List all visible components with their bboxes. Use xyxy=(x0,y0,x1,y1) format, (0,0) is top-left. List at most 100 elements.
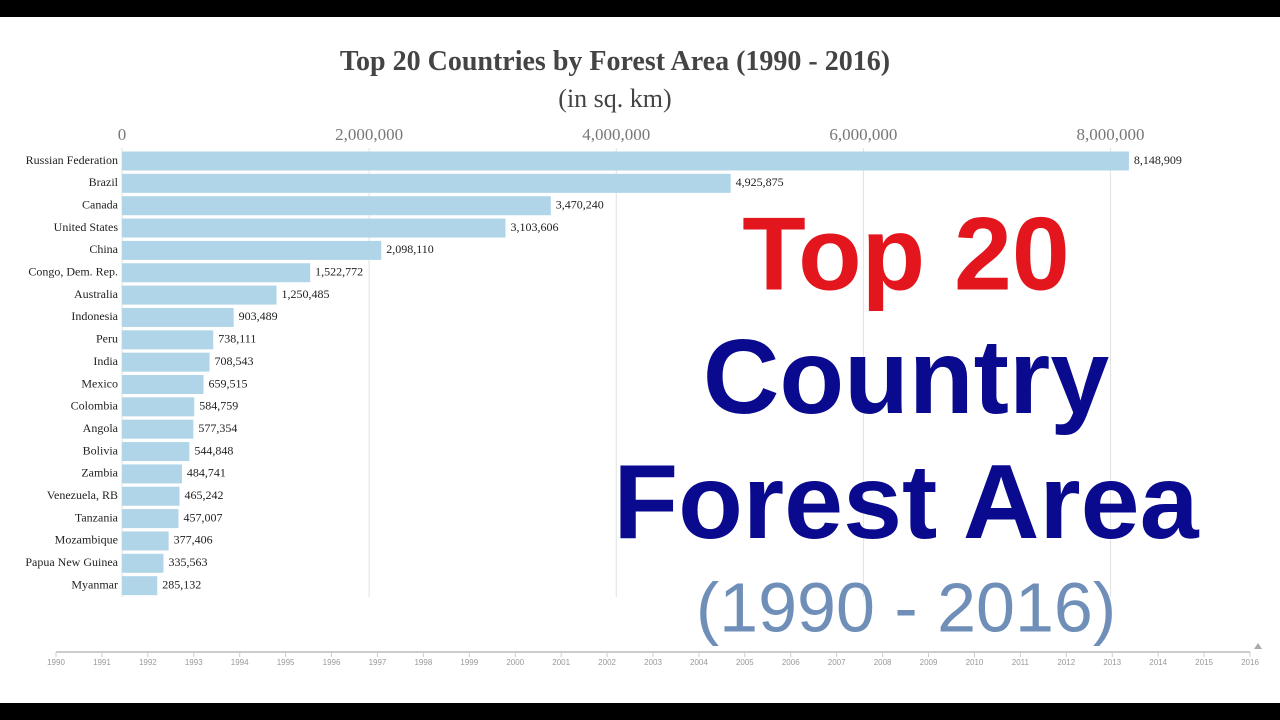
y-tick-label: Zambia xyxy=(81,466,118,480)
overlay-text: Forest Area xyxy=(613,443,1199,561)
timeline-label: 2011 xyxy=(1012,658,1030,667)
timeline-label: 1992 xyxy=(139,658,157,667)
bar xyxy=(122,330,214,350)
bar xyxy=(122,397,195,417)
value-label: 3,470,240 xyxy=(556,197,604,211)
timeline-label: 2002 xyxy=(598,658,616,667)
bar xyxy=(122,486,180,506)
value-label: 457,007 xyxy=(183,510,222,524)
bar xyxy=(122,509,179,529)
timeline-label: 1998 xyxy=(414,658,432,667)
timeline-label: 2009 xyxy=(920,658,938,667)
timeline-label: 2004 xyxy=(690,658,708,667)
timeline-label: 1995 xyxy=(277,658,295,667)
bar xyxy=(122,419,194,439)
y-tick-label: Tanzania xyxy=(75,510,119,524)
timeline-label: 2008 xyxy=(874,658,892,667)
y-tick-label: Mozambique xyxy=(55,533,118,547)
y-tick-label: India xyxy=(93,354,118,368)
value-label: 1,250,485 xyxy=(282,287,330,301)
value-label: 1,522,772 xyxy=(315,265,363,279)
x-tick-label: 2,000,000 xyxy=(335,125,403,144)
bar xyxy=(122,263,311,283)
y-tick-label: Congo, Dem. Rep. xyxy=(28,265,118,279)
value-label: 2,098,110 xyxy=(386,242,434,256)
value-label: 3,103,606 xyxy=(511,220,559,234)
x-tick-label: 8,000,000 xyxy=(1077,125,1145,144)
timeline-label: 1993 xyxy=(185,658,203,667)
timeline-label: 1991 xyxy=(93,658,111,667)
bar xyxy=(122,307,234,327)
timeline-label: 2013 xyxy=(1103,658,1121,667)
y-tick-label: Myanmar xyxy=(71,577,118,591)
y-tick-label: Colombia xyxy=(71,399,119,413)
value-label: 584,759 xyxy=(199,399,238,413)
y-tick-label: Angola xyxy=(83,421,119,435)
value-label: 708,543 xyxy=(215,354,254,368)
timeline-label: 2007 xyxy=(828,658,846,667)
y-tick-label: Bolivia xyxy=(83,443,119,457)
y-tick-label: Canada xyxy=(82,197,119,211)
timeline-label: 1999 xyxy=(460,658,478,667)
timeline-label: 2014 xyxy=(1149,658,1167,667)
y-tick-label: Mexico xyxy=(81,376,118,390)
background xyxy=(0,17,1280,703)
timeline-label: 1997 xyxy=(369,658,387,667)
timeline-label: 2001 xyxy=(552,658,570,667)
bar xyxy=(122,352,210,372)
value-label: 659,515 xyxy=(208,376,247,390)
value-label: 544,848 xyxy=(194,443,233,457)
chart-subtitle: (in sq. km) xyxy=(558,84,671,113)
bar xyxy=(122,173,731,193)
value-label: 903,489 xyxy=(239,309,278,323)
timeline-label: 2012 xyxy=(1057,658,1075,667)
bar xyxy=(122,464,182,484)
y-tick-label: Papua New Guinea xyxy=(25,555,118,569)
bar xyxy=(122,531,169,551)
y-tick-label: Indonesia xyxy=(71,309,118,323)
value-label: 8,148,909 xyxy=(1134,153,1182,167)
timeline-label: 2010 xyxy=(966,658,984,667)
y-tick-label: United States xyxy=(54,220,119,234)
timeline-label: 2000 xyxy=(506,658,524,667)
overlay-text: (1990 - 2016) xyxy=(696,568,1116,646)
value-label: 484,741 xyxy=(187,466,226,480)
x-tick-label: 0 xyxy=(118,125,127,144)
value-label: 285,132 xyxy=(162,577,201,591)
y-tick-label: Australia xyxy=(74,287,119,301)
timeline-label: 2006 xyxy=(782,658,800,667)
bar xyxy=(122,196,551,216)
overlay-text: Country xyxy=(703,318,1109,436)
y-tick-label: China xyxy=(89,242,118,256)
bar xyxy=(122,151,1129,171)
x-tick-label: 4,000,000 xyxy=(582,125,650,144)
timeline-label: 1994 xyxy=(231,658,249,667)
bar xyxy=(122,375,204,394)
y-tick-label: Peru xyxy=(96,332,118,346)
value-label: 465,242 xyxy=(184,488,223,502)
bar xyxy=(122,553,164,573)
bar xyxy=(122,576,158,596)
chart-title: Top 20 Countries by Forest Area (1990 - … xyxy=(340,46,890,77)
value-label: 738,111 xyxy=(218,332,256,346)
overlay-text: Top 20 xyxy=(742,196,1069,312)
bar xyxy=(122,285,277,305)
timeline-label: 2005 xyxy=(736,658,754,667)
y-tick-label: Russian Federation xyxy=(26,153,118,167)
y-tick-label: Venezuela, RB xyxy=(47,488,118,502)
value-label: 577,354 xyxy=(198,421,237,435)
timeline-label: 2015 xyxy=(1195,658,1213,667)
x-tick-label: 6,000,000 xyxy=(829,125,897,144)
bar xyxy=(122,240,382,260)
value-label: 377,406 xyxy=(174,533,213,547)
value-label: 4,925,875 xyxy=(736,175,784,189)
timeline-label: 1990 xyxy=(47,658,65,667)
timeline-handle xyxy=(1254,643,1262,649)
timeline-label: 2016 xyxy=(1241,658,1259,667)
value-label: 335,563 xyxy=(168,555,207,569)
timeline-label: 1996 xyxy=(323,658,341,667)
bar xyxy=(122,218,506,238)
bar xyxy=(122,442,190,462)
y-tick-label: Brazil xyxy=(89,175,119,189)
